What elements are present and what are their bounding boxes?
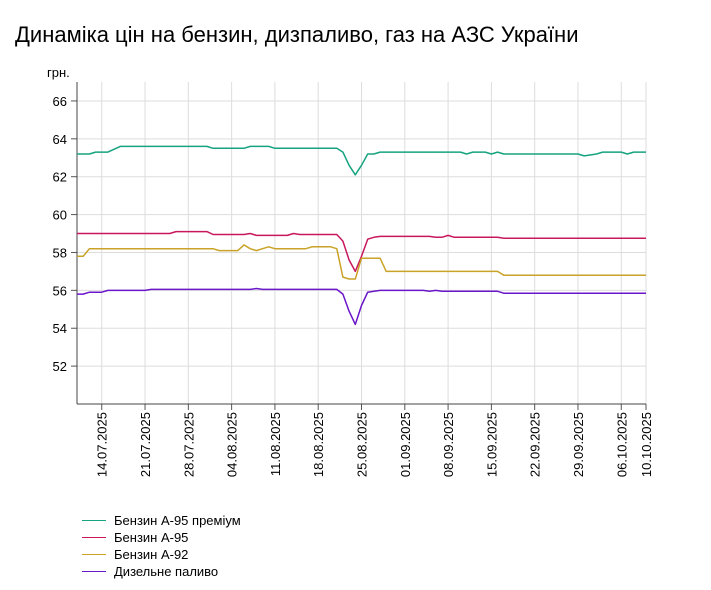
series-line-3 [77,244,646,280]
y-tick-label: 52 [53,359,67,374]
legend-label: Бензин А-95 преміум [114,513,241,528]
chart-title: Динаміка цін на бензин, дизпаливо, газ н… [15,22,579,47]
series-line-4 [77,287,646,326]
x-tick-label: 21.07.2025 [138,412,153,477]
x-tick-label: 22.09.2025 [528,412,543,477]
legend-item: Бензин А-95 [82,529,241,546]
y-tick-label: 66 [53,94,67,109]
chart-legend: Бензин А-95 преміум Бензин А-95 Бензин А-9… [82,512,241,580]
x-tick-label: 15.09.2025 [484,412,499,477]
x-tick-label: 25.08.2025 [355,412,370,477]
series-line-1 [77,145,646,176]
y-tick-label: 60 [53,208,67,223]
legend-swatch [82,520,106,521]
x-tick-label: 14.07.2025 [95,412,110,477]
y-axis-label: грн. [47,65,70,80]
legend-item: Бензин А-92 [82,546,241,563]
y-tick-label: 56 [53,283,67,298]
y-tick-label: 58 [53,245,67,260]
legend-label: Дизельне паливо [114,564,219,579]
legend-swatch [82,571,106,572]
line-chart: 52 54 56 58 60 62 64 66 14.07.2025 21.07.2025 28.0… [47,65,654,477]
x-tick-label: 10.10.2025 [639,412,654,477]
y-tick-label: 64 [53,132,67,147]
x-tick-label: 18.08.2025 [311,412,326,477]
legend-swatch [82,554,106,555]
legend-label: Бензин А-95 [114,530,189,545]
series-line-2 [77,230,646,273]
x-tick-label: 29.09.2025 [571,412,586,477]
x-tick-label: 28.07.2025 [181,412,196,477]
legend-label: Бензин А-92 [114,547,189,562]
x-tick-label: 01.09.2025 [398,412,413,477]
legend-item: Бензин А-95 преміум [82,512,241,529]
x-tick-label: 06.10.2025 [614,412,629,477]
legend-swatch [82,537,106,538]
legend-item: Дизельне паливо [82,563,241,580]
x-tick-label: 08.09.2025 [441,412,456,477]
x-tick-label: 04.08.2025 [225,412,240,477]
y-tick-label: 62 [53,170,67,185]
y-tick-label: 54 [53,321,67,336]
x-tick-label: 11.08.2025 [268,412,283,476]
